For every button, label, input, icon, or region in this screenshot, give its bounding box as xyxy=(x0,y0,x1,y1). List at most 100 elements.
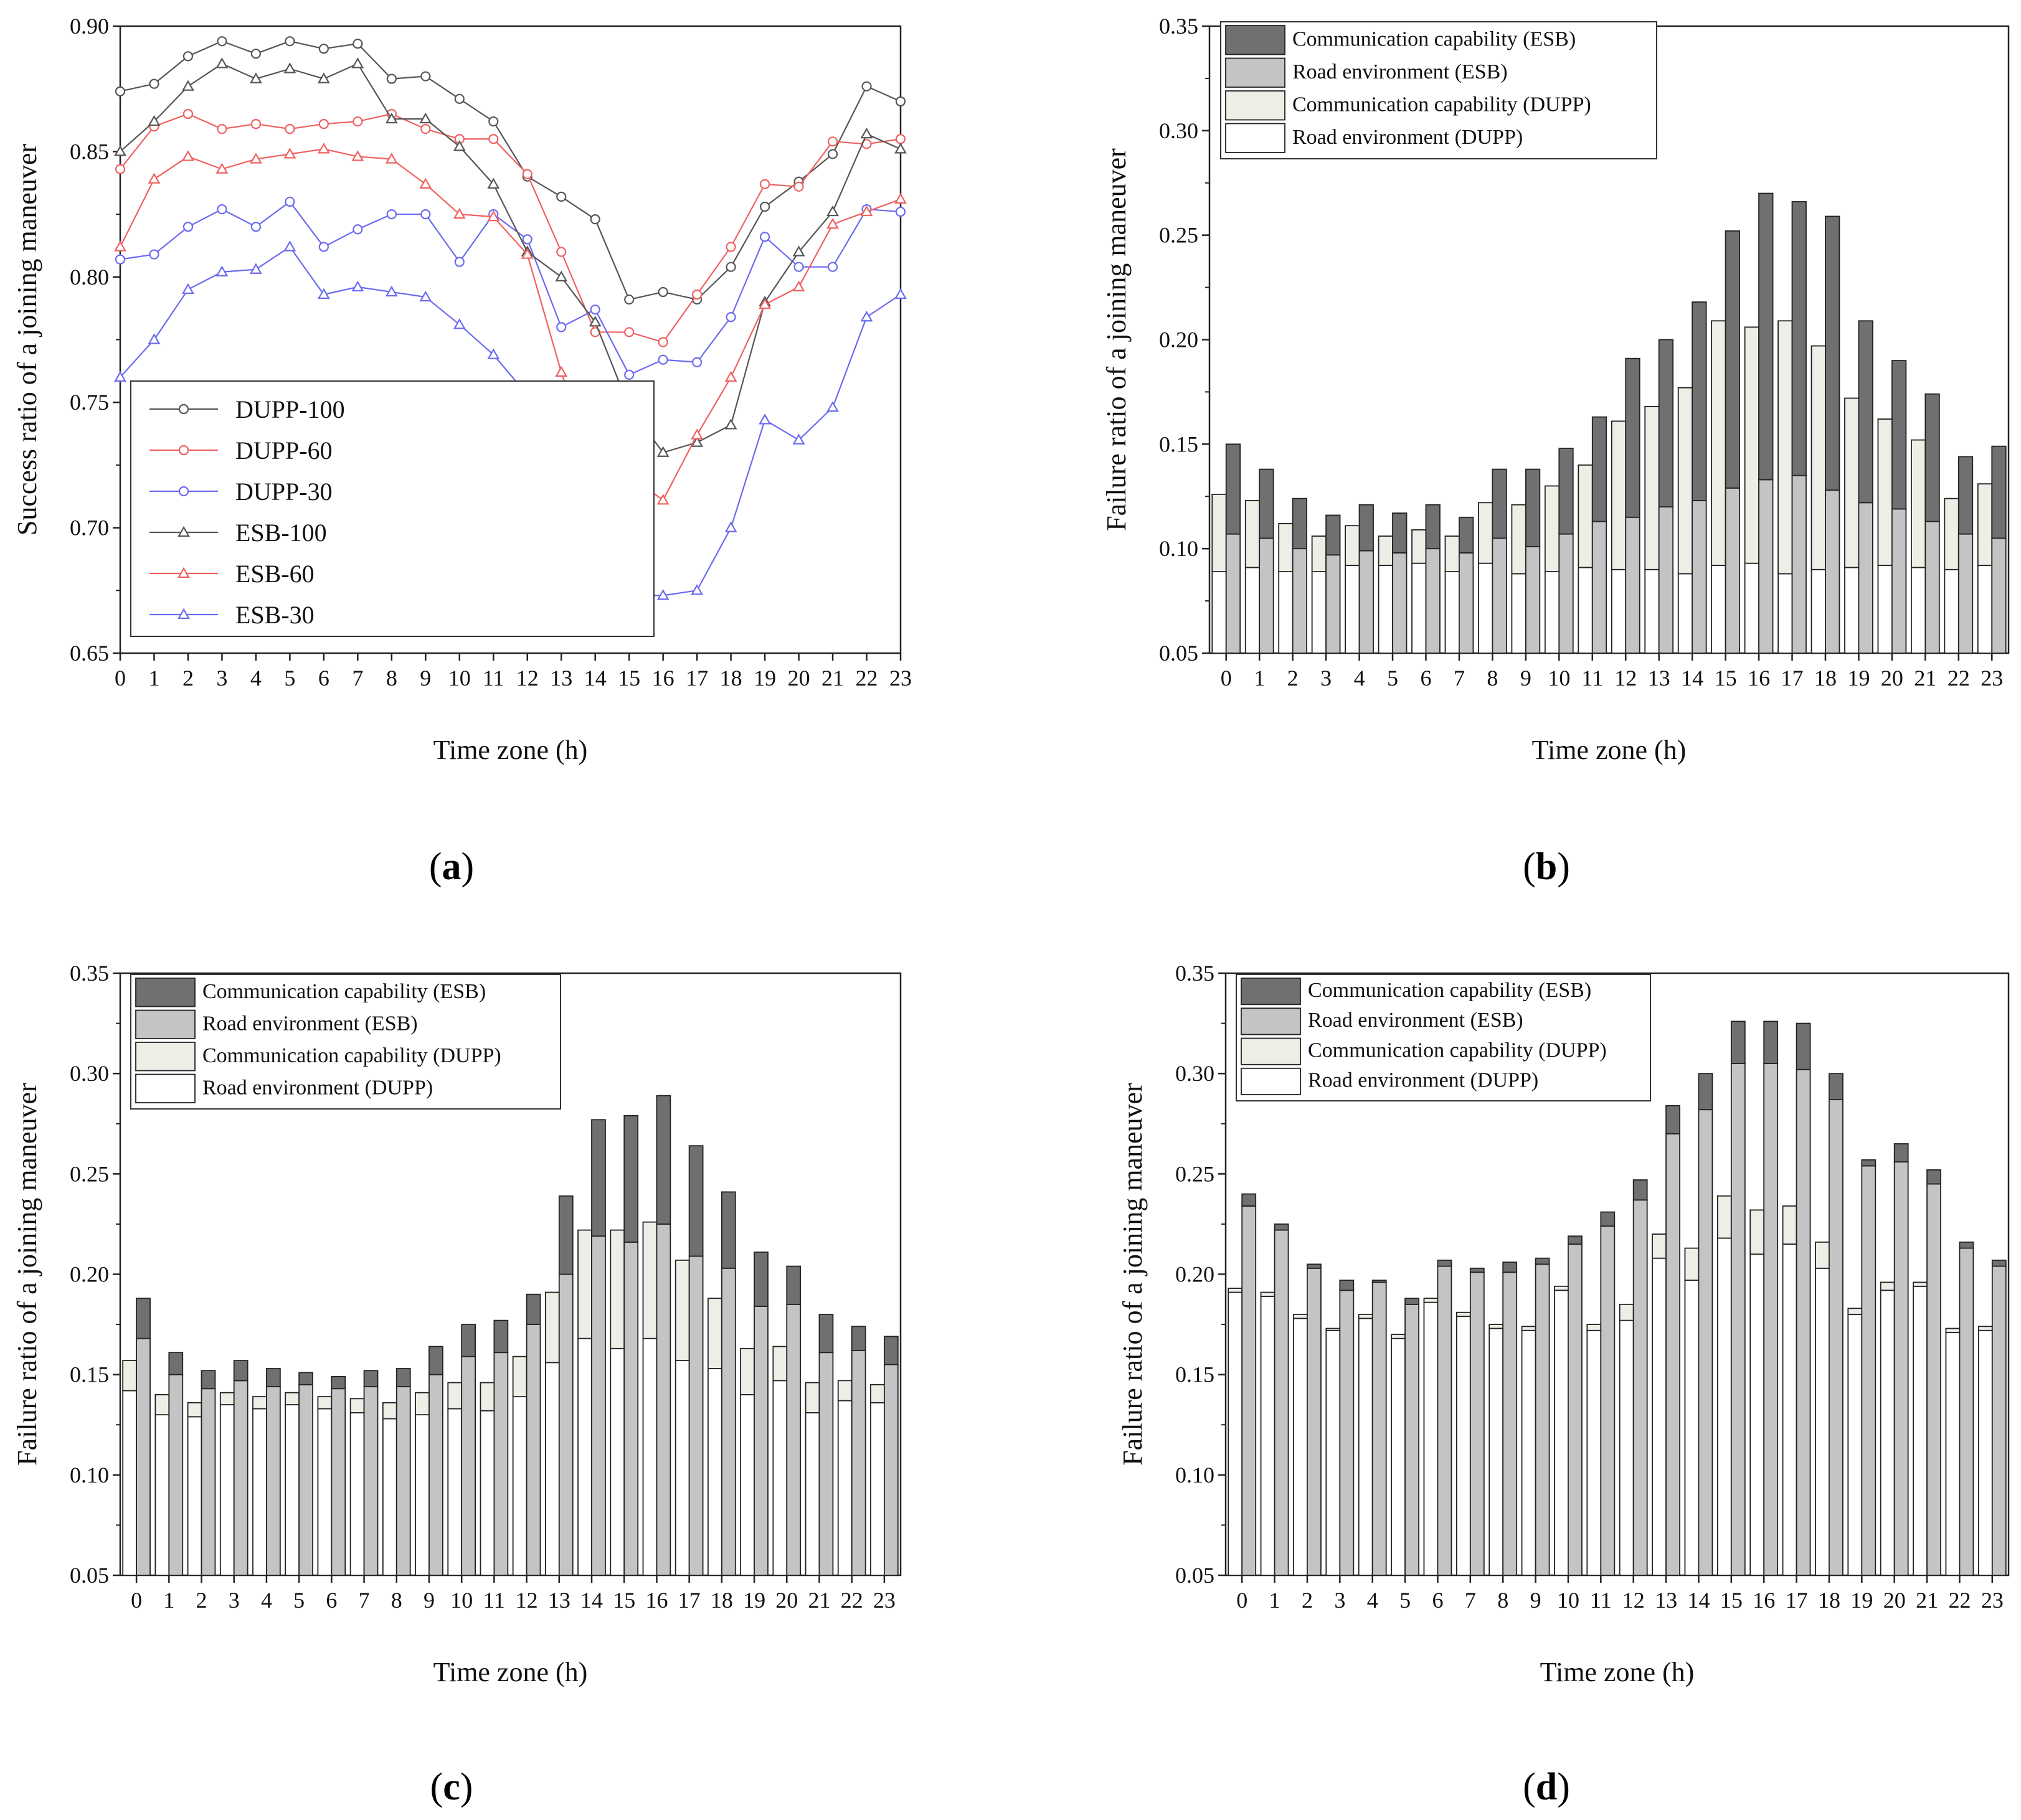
y-tick-label: 0.05 xyxy=(1159,641,1198,666)
bar-esb-comm xyxy=(1325,514,1341,556)
x-tick-label: 22 xyxy=(1948,1588,1971,1613)
bar-esb-comm xyxy=(1698,1073,1713,1111)
legend-label: Road environment (DUPP) xyxy=(202,1076,433,1099)
x-tick-label: 18 xyxy=(1814,666,1837,691)
data-point xyxy=(182,283,194,295)
x-tick-label: 23 xyxy=(1981,1588,2004,1613)
data-point xyxy=(250,263,262,274)
x-tick-label: 15 xyxy=(1715,666,1737,691)
bar-esb-comm xyxy=(1459,516,1474,554)
x-tick-label: 4 xyxy=(250,666,262,691)
legend-label: Road environment (ESB) xyxy=(1308,1009,1523,1032)
bar-esb-comm xyxy=(1725,230,1740,489)
x-tick-label: 4 xyxy=(1367,1588,1378,1613)
bar-esb-comm xyxy=(1437,1260,1452,1267)
data-point xyxy=(792,280,805,292)
bar-esb-road xyxy=(168,1374,184,1576)
data-point xyxy=(624,327,635,337)
legend-label: Communication capability (ESB) xyxy=(1308,979,1591,1002)
bar-dupp-comm xyxy=(1325,1327,1341,1331)
legend-box xyxy=(130,974,561,1110)
y-tick-label: 0.20 xyxy=(1175,1262,1214,1287)
bar-esb-comm xyxy=(233,1360,248,1382)
series-line xyxy=(120,40,901,301)
x-tick-label: 10 xyxy=(1557,1588,1579,1613)
x-tick-label: 19 xyxy=(1850,1588,1873,1613)
bar-esb-comm xyxy=(1829,1073,1844,1100)
bar-dupp-road xyxy=(1444,571,1460,654)
x-tick-label: 5 xyxy=(1399,1588,1411,1613)
bar-esb-road xyxy=(1829,1099,1844,1576)
data-point xyxy=(826,205,839,217)
bar-esb-road xyxy=(1791,474,1807,654)
data-point xyxy=(895,134,906,144)
data-point xyxy=(792,245,805,257)
x-tick-label: 23 xyxy=(873,1588,896,1613)
bar-esb-road xyxy=(233,1380,248,1576)
bar-dupp-road xyxy=(122,1390,138,1576)
bar-dupp-road xyxy=(285,1404,300,1576)
bar-esb-road xyxy=(1425,548,1441,654)
legend-swatch xyxy=(1241,978,1301,1006)
bar-dupp-road xyxy=(1944,568,1959,654)
legend-swatch xyxy=(1225,123,1285,153)
x-tick-label: 16 xyxy=(652,666,674,691)
bar-esb-comm xyxy=(688,1145,704,1257)
bar-esb-road xyxy=(688,1255,704,1576)
legend-label: Communication capability (DUPP) xyxy=(1292,93,1591,116)
bar-dupp-road xyxy=(1977,1329,1993,1576)
bar-esb-road xyxy=(298,1384,313,1576)
data-point xyxy=(215,163,229,174)
bar-dupp-road xyxy=(219,1404,235,1576)
bar-dupp-comm xyxy=(1644,406,1660,570)
data-point xyxy=(826,217,839,229)
legend-label: Road environment (DUPP) xyxy=(1292,126,1523,149)
bar-esb-comm xyxy=(1758,192,1774,481)
y-tick-label: 0.35 xyxy=(1159,14,1198,39)
data-point xyxy=(759,413,771,425)
data-point xyxy=(895,206,906,217)
data-point xyxy=(419,290,432,302)
bar-dupp-comm xyxy=(1944,497,1959,570)
bar-dupp-road xyxy=(1358,1318,1373,1576)
bar-dupp-comm xyxy=(1880,1281,1895,1291)
y-tick-label: 0.05 xyxy=(70,1563,109,1588)
bar-dupp-road xyxy=(1644,568,1660,654)
series-line xyxy=(120,113,901,343)
bar-dupp-road xyxy=(1749,1253,1765,1576)
data-point xyxy=(656,494,670,505)
bar-esb-road xyxy=(1632,1199,1648,1576)
bar-dupp-road xyxy=(1977,565,1993,654)
bar-esb-road xyxy=(1658,506,1674,654)
data-point xyxy=(351,150,364,161)
legend-label: ESB-100 xyxy=(235,519,327,547)
data-point xyxy=(759,232,770,242)
x-tick-label: 0 xyxy=(115,666,126,691)
data-point xyxy=(351,280,364,292)
bar-esb-road xyxy=(1591,521,1607,654)
y-tick-label: 0.85 xyxy=(70,139,109,164)
x-tick-label: 2 xyxy=(1287,666,1299,691)
bar-dupp-road xyxy=(740,1393,755,1576)
data-point xyxy=(317,288,330,299)
legend-box xyxy=(1220,21,1657,159)
bar-esb-comm xyxy=(1861,1159,1877,1167)
y-tick-label: 0.25 xyxy=(1175,1161,1214,1186)
bar-esb-road xyxy=(1325,554,1341,654)
bar-dupp-comm xyxy=(1293,1314,1308,1319)
x-tick-label: 14 xyxy=(1687,1588,1710,1613)
bar-dupp-road xyxy=(1844,567,1860,654)
bar-esb-comm xyxy=(1893,1143,1909,1162)
y-axis-label: Failure ratio of a joining maneuver xyxy=(12,1083,42,1466)
bar-dupp-road xyxy=(1211,571,1227,654)
bar-dupp-comm xyxy=(317,1396,333,1410)
x-axis-label: Time zone (h) xyxy=(433,1657,588,1687)
bar-esb-comm xyxy=(493,1319,509,1354)
x-tick-label: 0 xyxy=(131,1588,142,1613)
bar-dupp-comm xyxy=(512,1356,528,1398)
x-tick-label: 17 xyxy=(1781,666,1804,691)
bar-esb-road xyxy=(1924,521,1940,654)
data-point xyxy=(488,116,499,127)
data-point xyxy=(726,262,736,272)
x-tick-label: 13 xyxy=(548,1588,570,1613)
